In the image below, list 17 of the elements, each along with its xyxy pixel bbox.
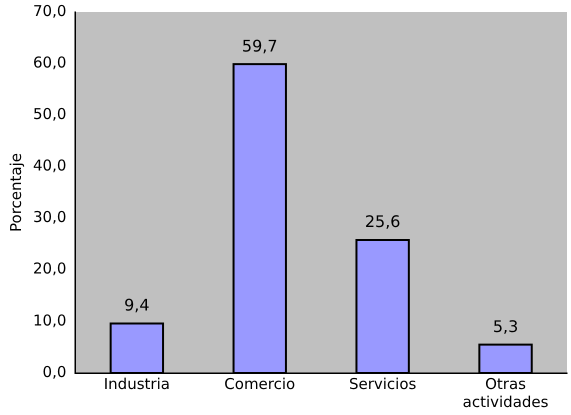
x-tick-label: Servicios [348, 374, 417, 393]
y-tick-label: 60,0 [32, 53, 66, 72]
y-tick-label: 70,0 [32, 2, 66, 20]
y-tick-label: 10,0 [32, 311, 66, 330]
data-label: 59,7 [242, 36, 278, 56]
y-tick-label: 0,0 [42, 362, 66, 381]
y-tick-label: 30,0 [32, 208, 66, 226]
y-tick-label: 50,0 [32, 105, 66, 124]
y-axis-title: Porcentaje [6, 153, 25, 232]
y-tick-label: 20,0 [32, 260, 66, 278]
x-tick-label: Otras actividades [462, 374, 549, 411]
data-label: 25,6 [364, 212, 400, 232]
y-tick-label: 40,0 [32, 156, 66, 175]
x-tick-label: Comercio [224, 374, 296, 393]
data-label: 5,3 [492, 316, 518, 336]
data-label: 9,4 [124, 296, 150, 315]
x-tick-label: Industria [104, 374, 170, 393]
